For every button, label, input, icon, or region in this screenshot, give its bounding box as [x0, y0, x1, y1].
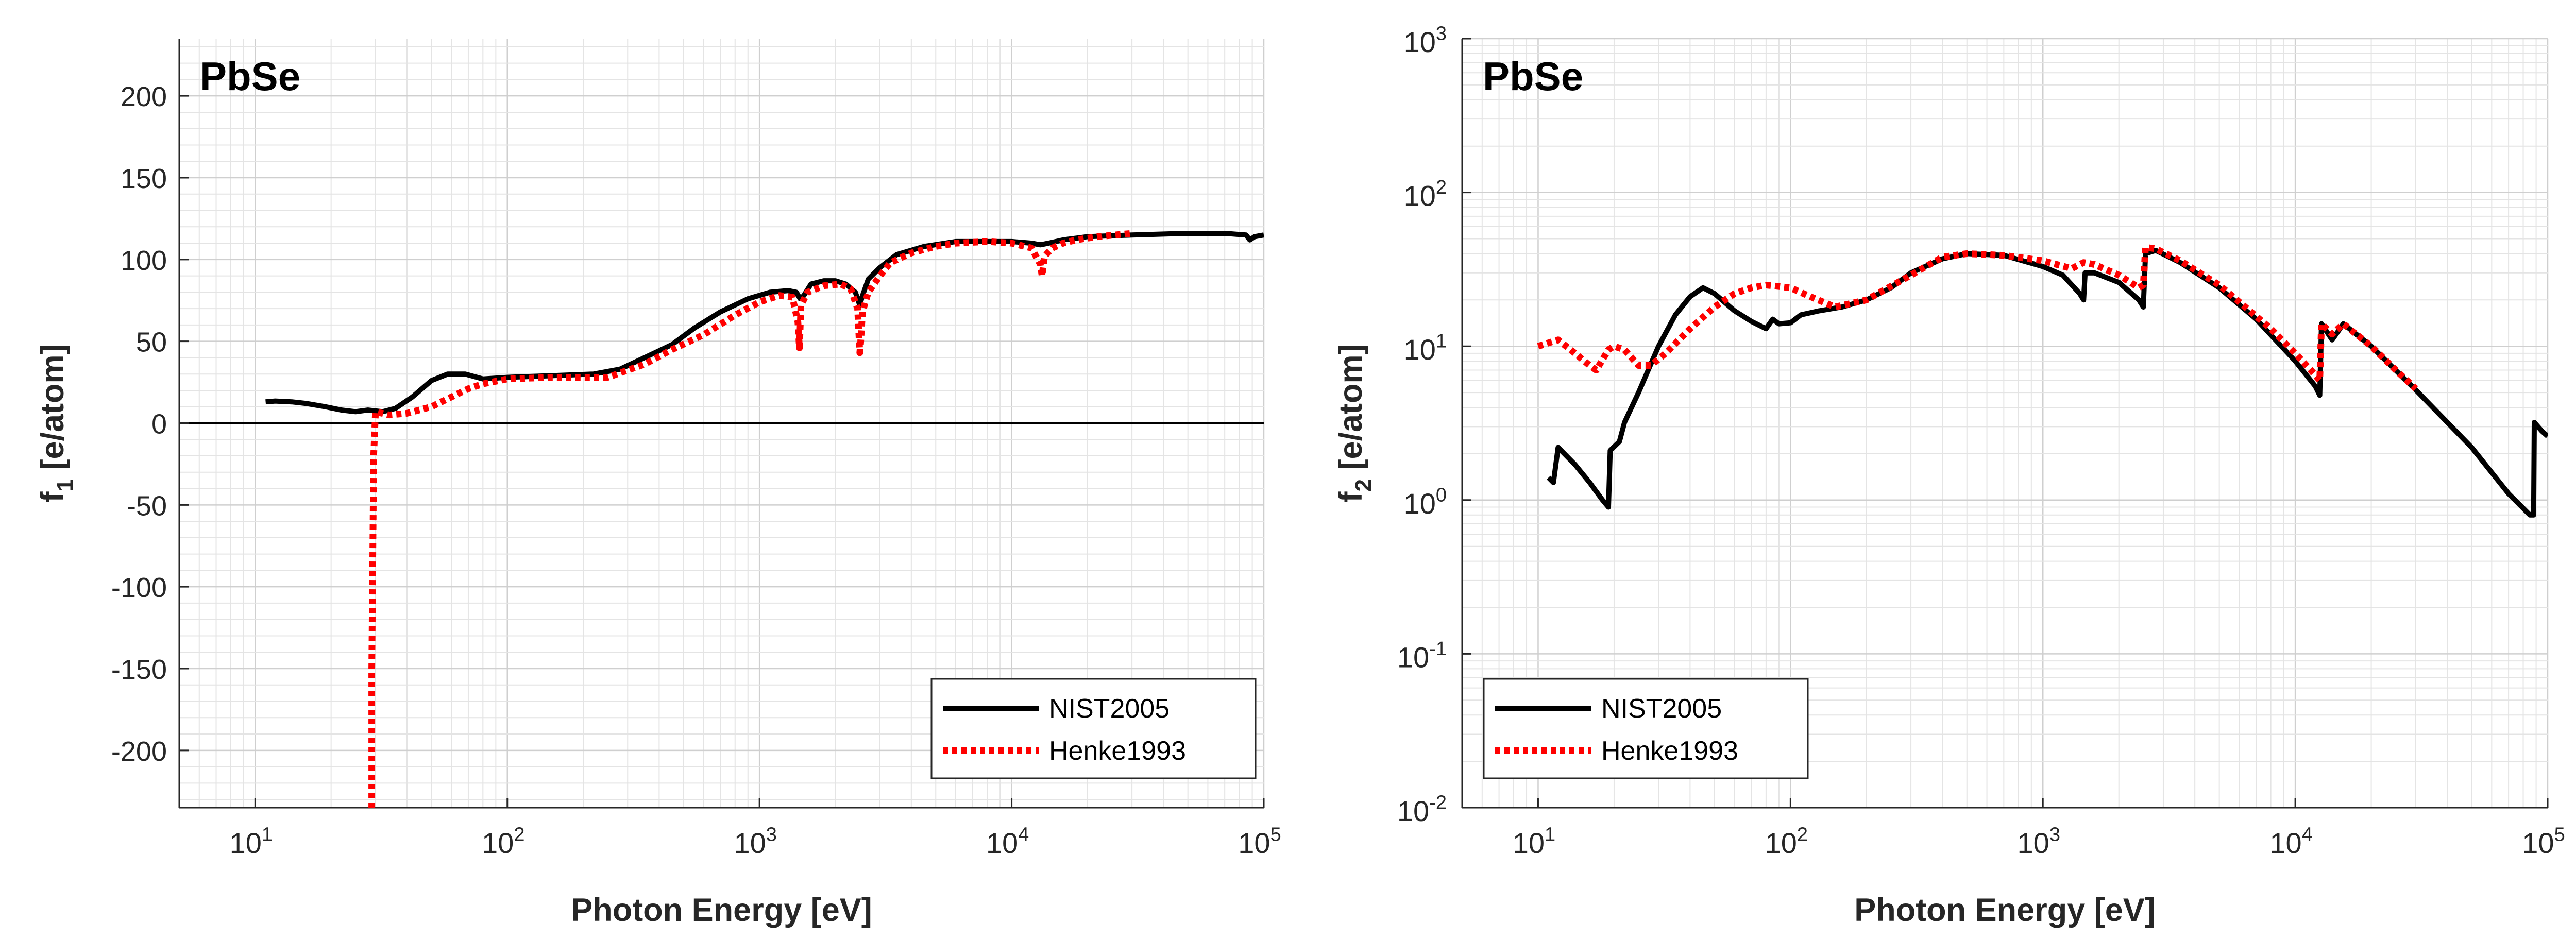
legend-label-nist2005: NIST2005 [1049, 694, 1170, 724]
y-tick-label: -50 [127, 490, 167, 521]
x-axis-title: Photon Energy [eV] [571, 892, 872, 928]
x-tick-label: 104 [986, 824, 1029, 859]
f2-panel: 101 102 103 104 105 103 102 101 100 10-1 10-2 Photo… [1333, 23, 2565, 928]
y-tick-label: 200 [121, 81, 167, 112]
y-tick-label: 103 [1404, 23, 1447, 58]
y-tick-label: 150 [121, 163, 167, 194]
henke1993-series-line [368, 230, 1132, 808]
x-tick-label: 102 [482, 824, 524, 859]
y-tick-label: 100 [1404, 484, 1447, 520]
x-tick-label: 101 [1513, 824, 1555, 859]
legend-label-henke1993: Henke1993 [1049, 736, 1186, 766]
x-tick-label: 101 [230, 824, 273, 859]
legend: NIST2005 Henke1993 [930, 678, 1257, 779]
x-tick-label: 104 [2269, 824, 2312, 859]
y-tick-label: 102 [1404, 177, 1447, 212]
y-tick-label: 0 [151, 409, 167, 440]
legend: NIST2005 Henke1993 [1483, 678, 1809, 779]
y-tick-label: 10-2 [1397, 792, 1447, 827]
f1-panel: 101 102 103 104 105 200 150 100 50 0 -50 -100 -150 -2… [35, 39, 1281, 928]
nist2005-series-line [265, 231, 1264, 415]
x-axis-title: Photon Energy [eV] [1854, 892, 2156, 928]
legend-label-nist2005: NIST2005 [1601, 694, 1722, 724]
series-group [265, 230, 1264, 808]
y-tick-label: 50 [136, 327, 167, 358]
y-tick-label: 100 [121, 245, 167, 276]
y-tick-label: 101 [1404, 331, 1447, 366]
legend-box [1483, 678, 1809, 779]
x-tick-label: 102 [1765, 824, 1808, 859]
y-axis-title: f2 [e/atom] [1333, 344, 1376, 503]
panel-title: PbSe [200, 54, 300, 99]
y-tick-label: -200 [111, 736, 167, 767]
y-tick-label: -100 [111, 572, 167, 603]
x-tick-label: 105 [2522, 824, 2565, 859]
x-tick-label: 103 [2018, 824, 2060, 859]
henke1993-series-line [1537, 244, 2418, 391]
legend-label-henke1993: Henke1993 [1601, 736, 1738, 766]
x-tick-label: 105 [1238, 824, 1281, 859]
x-tick-label: 103 [734, 824, 776, 859]
y-axis-title: f1 [e/atom] [35, 344, 78, 503]
y-tick-label: -150 [111, 654, 167, 685]
y-tick-label: 10-1 [1397, 638, 1447, 674]
series-group [1537, 244, 2548, 518]
panel-title: PbSe [1483, 54, 1583, 99]
legend-box [930, 678, 1257, 779]
